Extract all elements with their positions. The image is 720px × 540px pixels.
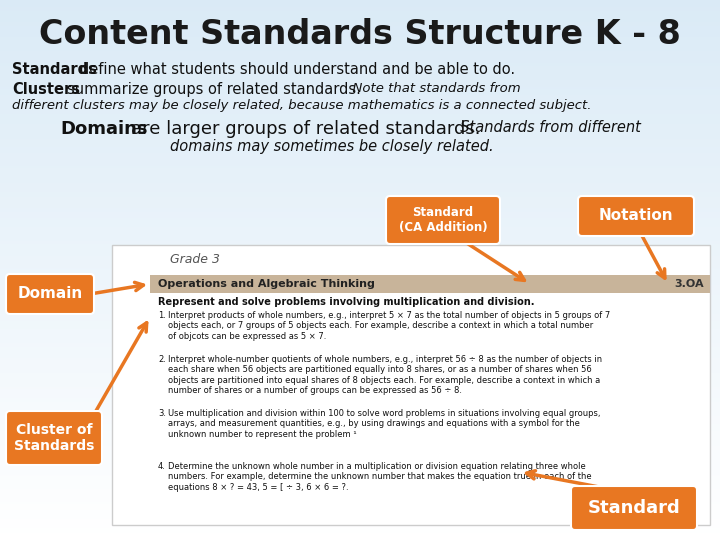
Text: Domain: Domain: [17, 287, 83, 301]
Text: Note that standards from: Note that standards from: [344, 82, 521, 95]
Text: Represent and solve problems involving multiplication and division.: Represent and solve problems involving m…: [158, 297, 534, 307]
Text: Clusters: Clusters: [12, 82, 80, 97]
Text: Standard
(CA Addition): Standard (CA Addition): [399, 206, 487, 234]
Text: 1.: 1.: [158, 311, 166, 320]
Text: Standards from different: Standards from different: [451, 120, 641, 135]
Text: Standard: Standard: [588, 499, 680, 517]
Text: are larger groups of related standards.: are larger groups of related standards.: [131, 120, 480, 138]
Text: Domains: Domains: [60, 120, 148, 138]
Text: Operations and Algebraic Thinking: Operations and Algebraic Thinking: [158, 279, 375, 289]
Bar: [150, 275, 710, 293]
Text: 2.: 2.: [158, 355, 166, 364]
Text: Determine the unknown whole number in a multiplication or division equation rela: Determine the unknown whole number in a …: [168, 462, 592, 492]
FancyBboxPatch shape: [578, 196, 694, 236]
FancyBboxPatch shape: [571, 486, 697, 530]
Text: define what students should understand and be able to do.: define what students should understand a…: [80, 62, 515, 77]
Text: Cluster of
Standards: Cluster of Standards: [14, 423, 94, 453]
Text: Content Standards Structure K - 8: Content Standards Structure K - 8: [39, 18, 681, 51]
Text: Interpret whole-number quotients of whole numbers, e.g., interpret 56 ÷ 8 as the: Interpret whole-number quotients of whol…: [168, 355, 602, 395]
Text: 3.OA: 3.OA: [675, 279, 704, 289]
Text: 3.: 3.: [158, 409, 166, 418]
Bar: [112, 245, 710, 525]
FancyBboxPatch shape: [6, 411, 102, 465]
Text: summarize groups of related standards.: summarize groups of related standards.: [67, 82, 361, 97]
Text: Grade 3: Grade 3: [170, 253, 220, 266]
Text: Notation: Notation: [599, 208, 673, 224]
Text: Standards: Standards: [12, 62, 97, 77]
Text: Interpret products of whole numbers, e.g., interpret 5 × 7 as the total number o: Interpret products of whole numbers, e.g…: [168, 311, 611, 341]
Text: different clusters may be closely related, because mathematics is a connected su: different clusters may be closely relate…: [12, 99, 592, 112]
FancyBboxPatch shape: [6, 274, 94, 314]
FancyBboxPatch shape: [386, 196, 500, 244]
Text: 4.: 4.: [158, 462, 166, 471]
Text: Use multiplication and division within 100 to solve word problems in situations : Use multiplication and division within 1…: [168, 409, 600, 439]
Text: domains may sometimes be closely related.: domains may sometimes be closely related…: [170, 139, 494, 154]
